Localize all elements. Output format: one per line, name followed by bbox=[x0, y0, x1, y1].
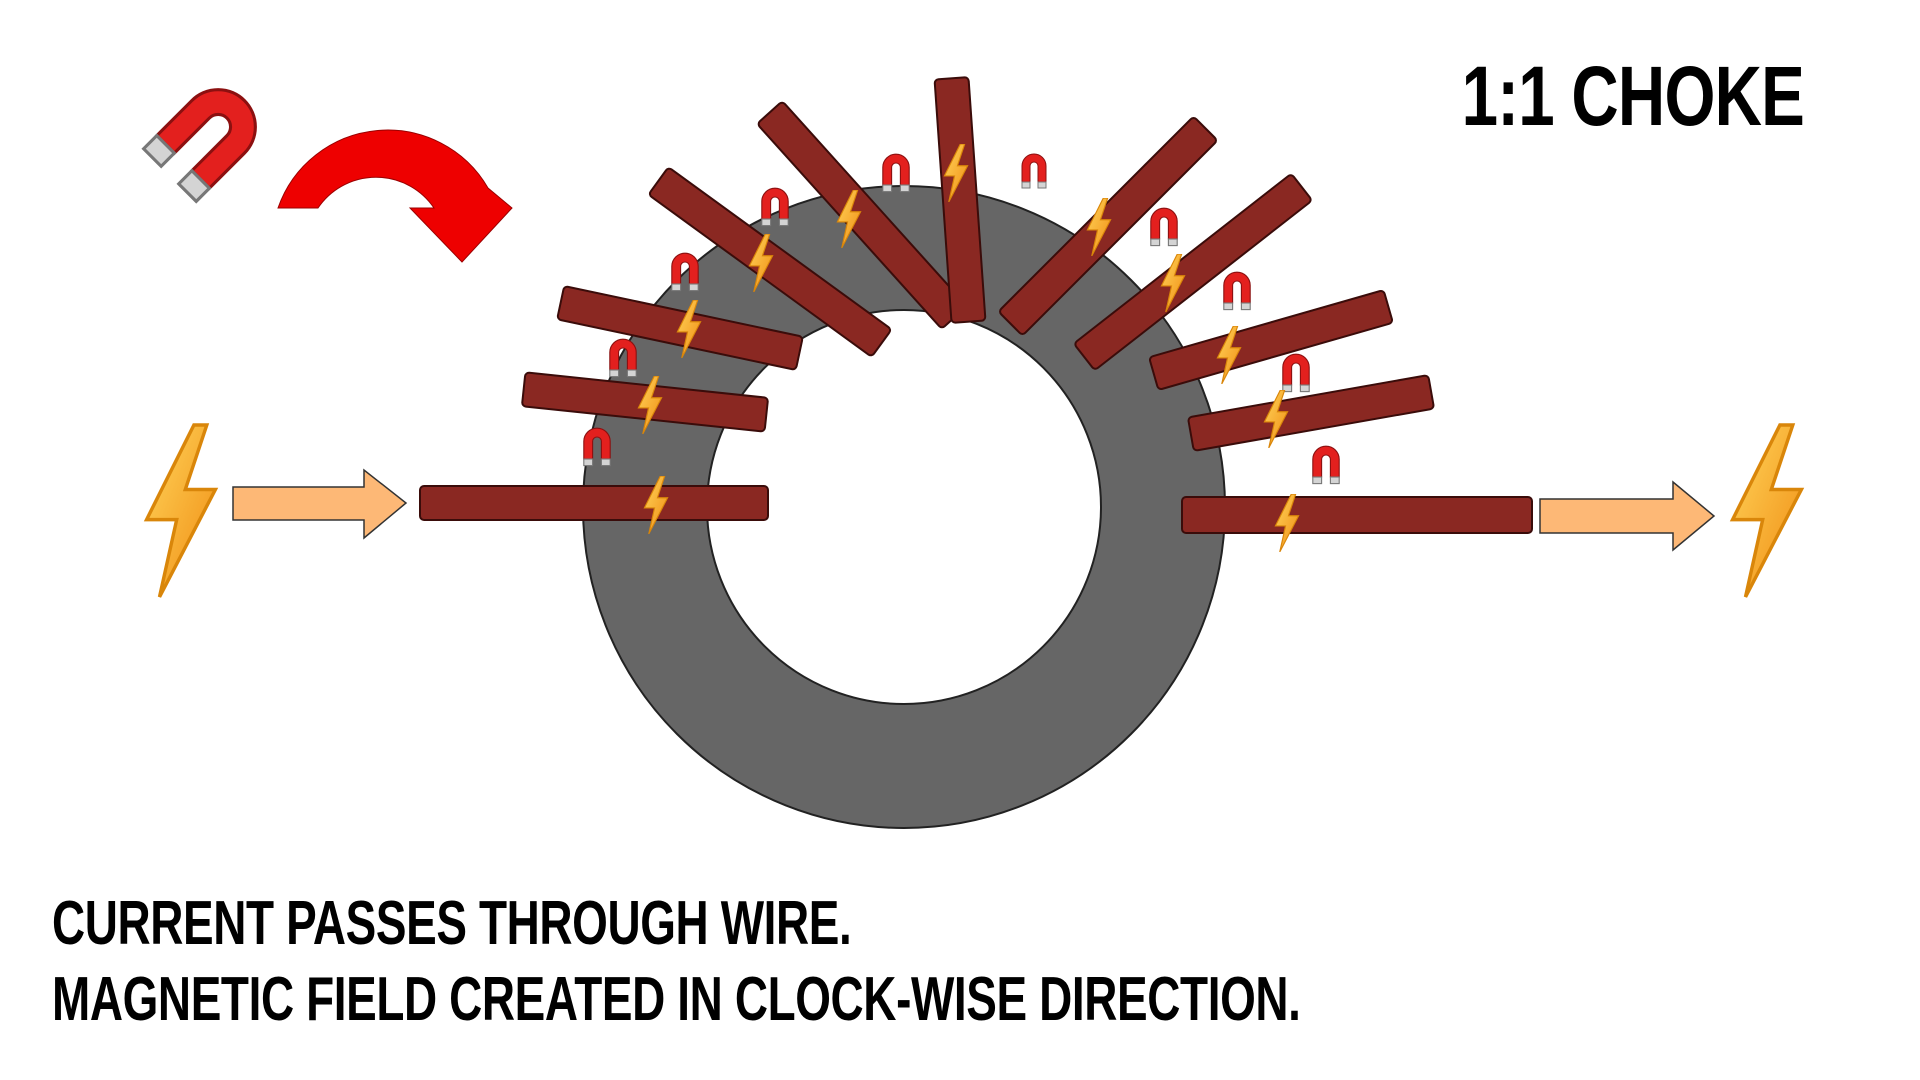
horseshoe-magnet-icon bbox=[1150, 207, 1178, 247]
horseshoe-magnet-icon bbox=[1282, 353, 1310, 393]
winding-turn bbox=[1148, 289, 1394, 391]
output-current-lightning-bolt-icon bbox=[1730, 423, 1804, 599]
input-flow-arrow-right-icon bbox=[232, 468, 408, 540]
output-flow-arrow-right-icon bbox=[1539, 480, 1716, 552]
diagram-title: 1:1 CHOKE bbox=[1461, 49, 1804, 143]
lightning-bolt-icon bbox=[1263, 390, 1289, 448]
output-wire bbox=[1181, 496, 1533, 534]
clockwise-curved-arrow-icon bbox=[277, 129, 513, 263]
input-wire bbox=[419, 485, 769, 521]
horseshoe-magnet-icon bbox=[1312, 445, 1340, 485]
winding-turn bbox=[933, 76, 987, 324]
caption-line-1: CURRENT PASSES THROUGH WIRE. bbox=[52, 889, 852, 958]
horseshoe-magnet-icon bbox=[1223, 271, 1251, 311]
horseshoe-magnet-icon bbox=[142, 72, 273, 203]
horseshoe-magnet-icon bbox=[1021, 153, 1047, 189]
caption-line-2: MAGNETIC FIELD CREATED IN CLOCK-WISE DIR… bbox=[52, 965, 1301, 1034]
winding-turn bbox=[1187, 374, 1435, 452]
winding-turn bbox=[1074, 174, 1312, 370]
input-current-lightning-bolt-icon bbox=[144, 423, 218, 599]
